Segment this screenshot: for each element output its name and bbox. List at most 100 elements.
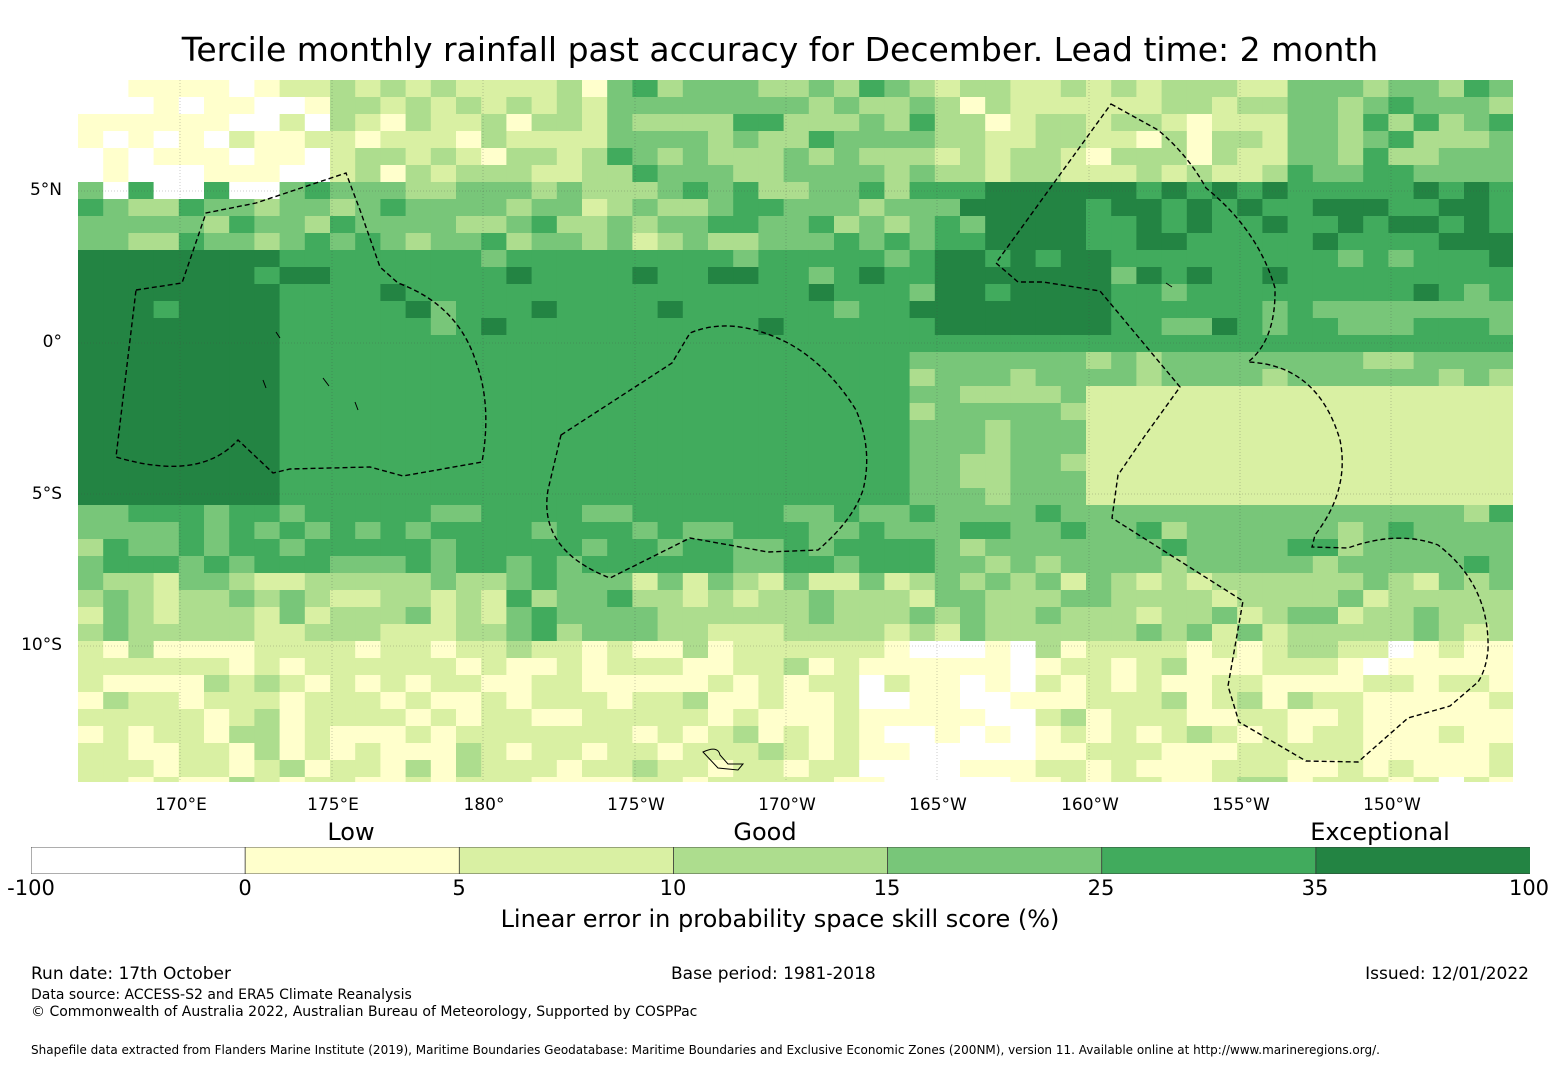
grid-cell [708,777,734,782]
grid-cell [1338,182,1364,200]
grid-cell [204,760,230,778]
grid-cell [934,182,961,200]
grid-cell [884,760,911,778]
grid-cell [531,318,558,336]
grid-cell [859,250,885,268]
grid-cell [1287,471,1314,489]
grid-cell [1237,709,1263,727]
grid-cell [153,335,180,353]
grid-cell [934,437,961,455]
grid-cell [405,437,432,455]
grid-cell [1363,199,1389,217]
grid-cell [254,590,281,608]
grid-cell [758,607,785,625]
lon-label: 170°E [155,795,207,815]
grid-cell [1060,454,1087,472]
grid-cell [657,505,684,523]
grid-cell [531,709,558,727]
grid-cell [1262,709,1289,727]
grid-cell [430,522,457,540]
grid-cell [657,114,684,132]
grid-cell [1338,114,1364,132]
grid-cell [834,590,860,608]
base-period: Base period: 1981-2018 [671,964,876,984]
grid-cell [1111,658,1137,676]
grid-cell [1186,403,1213,421]
grid-cell [254,743,281,761]
grid-cell [103,80,129,98]
grid-cell [1060,131,1087,149]
grid-cell [78,80,104,98]
grid-cell [1464,114,1490,132]
grid-cell [960,675,986,693]
grid-cell [330,743,356,761]
grid-cell [531,658,558,676]
grid-cell [254,148,281,166]
grid-cell [607,743,633,761]
grid-cell [1413,301,1440,319]
grid-cell [657,335,684,353]
grid-cell [1060,199,1087,217]
grid-cell [1312,284,1339,302]
grid-cell [1489,488,1513,506]
grid-cell [1111,454,1137,472]
grid-cell [733,522,759,540]
grid-cell [1035,471,1062,489]
grid-cell [1413,624,1440,642]
grid-cell [934,386,961,404]
grid-cell [960,624,986,642]
grid-cell [481,267,507,285]
grid-cell [632,607,659,625]
grid-cell [1060,250,1087,268]
grid-cell [1489,318,1513,336]
grid-cell [708,726,734,744]
grid-cell [229,301,255,319]
grid-cell [103,658,129,676]
grid-cell [1010,590,1037,608]
grid-cell [204,471,230,489]
grid-cell [78,335,104,353]
grid-cell [481,760,507,778]
grid-cell [1287,284,1314,302]
grid-cell [1237,199,1263,217]
grid-cell [1312,267,1339,285]
grid-cell [556,777,583,782]
grid-cell [178,505,205,523]
grid-cell [758,284,785,302]
grid-cell [1312,386,1339,404]
grid-cell [330,522,356,540]
grid-cell [607,454,633,472]
grid-cell [1212,182,1238,200]
grid-cell [229,539,255,557]
grid-cell [78,556,104,574]
grid-cell [380,97,407,115]
grid-cell [960,488,986,506]
grid-cell [1237,318,1263,336]
grid-cell [481,777,507,782]
grid-cell [1212,114,1238,132]
grid-cell [456,726,482,744]
grid-cell [1186,199,1213,217]
grid-cell [1363,437,1389,455]
grid-cell [1287,318,1314,336]
grid-cell [481,454,507,472]
grid-cell [1363,556,1389,574]
grid-cell [481,505,507,523]
grid-cell [330,148,356,166]
grid-cell [1438,556,1465,574]
grid-cell [1212,403,1238,421]
grid-cell [380,182,407,200]
grid-cell [556,454,583,472]
colorbar-tick: 10 [659,876,687,900]
grid-cell [1111,692,1137,710]
grid-cell [355,641,381,659]
grid-cell [960,573,986,591]
grid-cell [279,709,306,727]
grid-cell [909,352,936,370]
eez-kiribati-line [995,103,1489,763]
grid-cell [1489,709,1513,727]
grid-cell [254,760,281,778]
grid-cell [657,471,684,489]
lon-label: 165°W [909,795,967,815]
grid-cell [1287,777,1314,782]
